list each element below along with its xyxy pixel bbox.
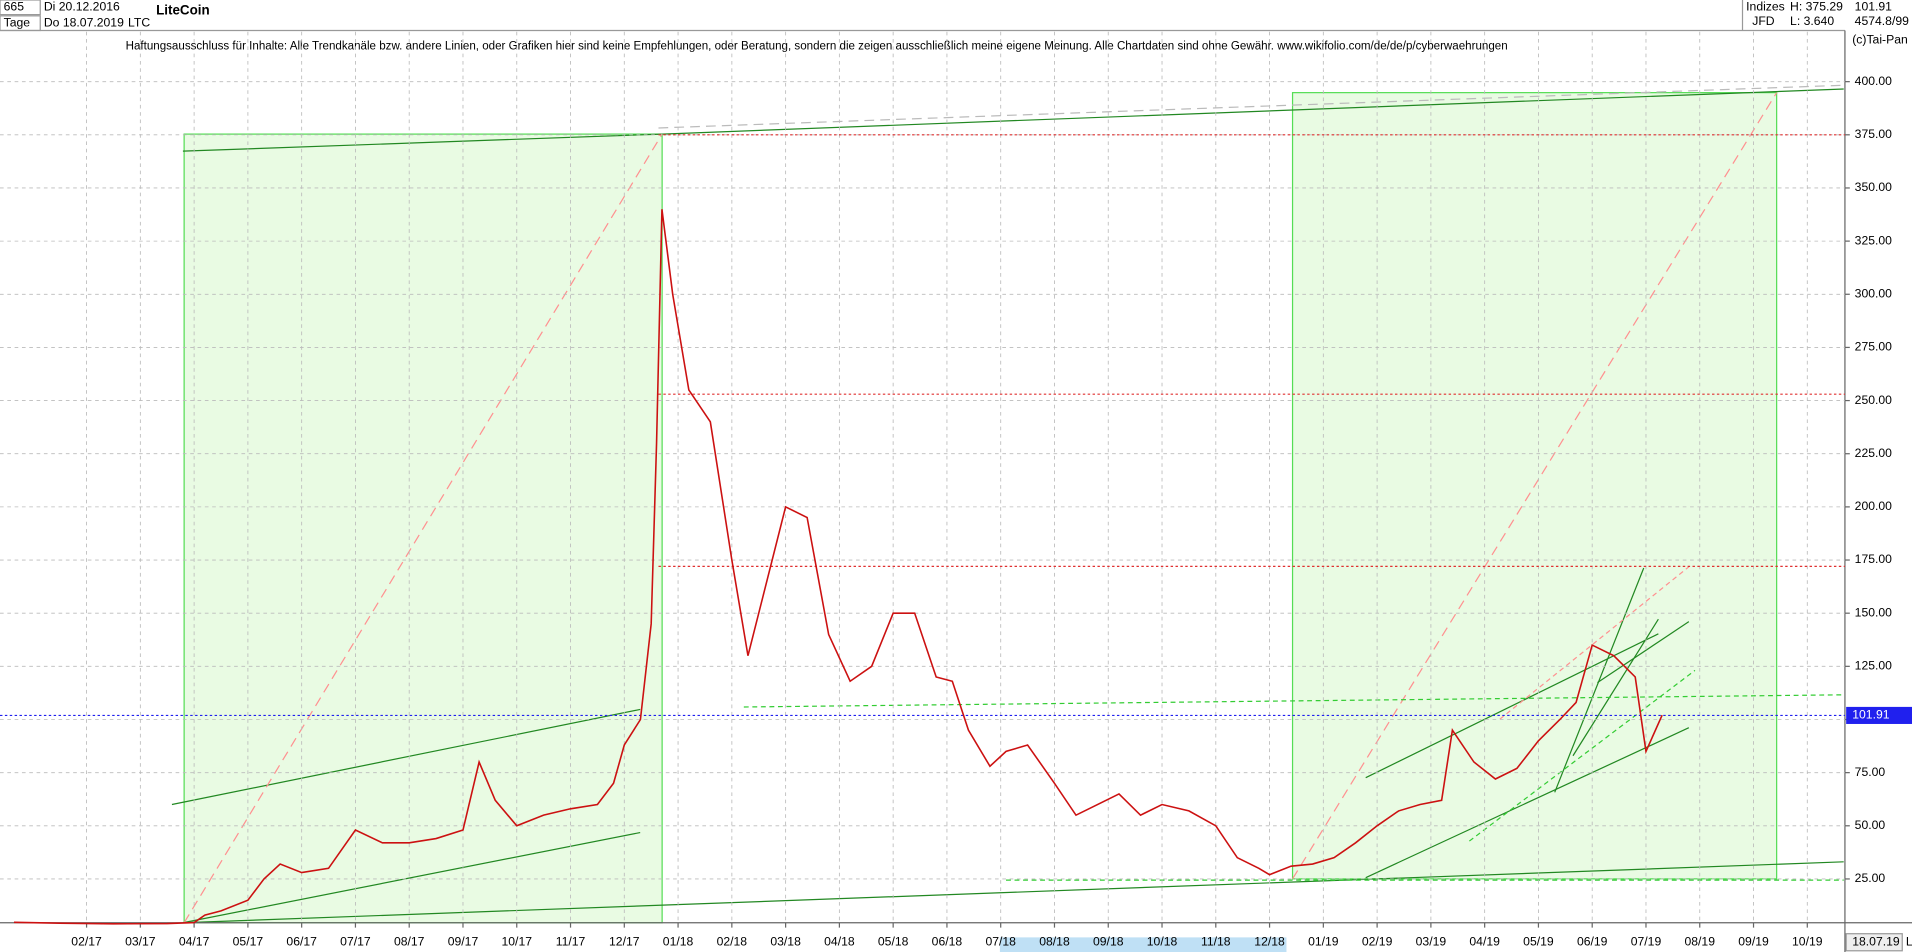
drawings: [171, 84, 1844, 924]
trend-line: [183, 133, 663, 924]
x-tick-label: 07/19: [1631, 934, 1662, 948]
x-tick-label: 04/18: [824, 934, 855, 948]
low: L: 3.640: [1790, 14, 1834, 28]
y-tick-label: 125.00: [1855, 659, 1893, 673]
x-tick-label: 02/19: [1362, 934, 1393, 948]
price-line: [13, 209, 1663, 925]
y-tick-label: 250.00: [1855, 393, 1893, 407]
trend-line: [743, 694, 1844, 708]
x-tick-label: 08/18: [1039, 934, 1070, 948]
high: H: 375.29: [1790, 0, 1843, 14]
x-tick-label: 01/18: [663, 934, 694, 948]
x-tick-label: 10/17: [502, 934, 533, 948]
select-box[interactable]: [0, 0, 41, 16]
trend-line: [662, 88, 1844, 135]
trend-line: [182, 861, 1844, 924]
y-tick-label: 275.00: [1855, 340, 1893, 354]
symbol: LTC: [128, 15, 150, 29]
trend-line: [1468, 669, 1696, 842]
y-tick-label: 150.00: [1855, 605, 1893, 619]
x-tick-label: 12/17: [609, 934, 640, 948]
y-tick-label: 75.00: [1855, 765, 1886, 779]
x-tick-label: 04/17: [179, 934, 210, 948]
x-tick-label: 02/17: [71, 934, 102, 948]
x-tick-label: 05/19: [1523, 934, 1554, 948]
category: Indizes: [1746, 0, 1785, 14]
footer-date: 18.07.19: [1852, 934, 1900, 948]
trend-line: [182, 831, 641, 924]
date-box: [1845, 933, 1903, 952]
trend-line: [1499, 566, 1690, 720]
x-tick-label: 08/17: [394, 934, 425, 948]
y-tick-label: 225.00: [1855, 446, 1893, 460]
y-tick-label: 50.00: [1855, 818, 1886, 832]
x-tick-label: 06/19: [1577, 934, 1608, 948]
x-tick-label: 01/19: [1308, 934, 1339, 948]
x-tick-label: 12/18: [1254, 934, 1285, 948]
y-tick-label: 200.00: [1855, 499, 1893, 513]
x-tick-label: 03/18: [770, 934, 801, 948]
x-tick-label: 10/18: [1147, 934, 1178, 948]
trend-line: [1572, 618, 1659, 757]
last-price: 101.91: [1855, 0, 1893, 14]
volume: 4574.8/99: [1855, 14, 1909, 28]
trend-line: [171, 708, 641, 806]
x-tick-label: 03/19: [1416, 934, 1447, 948]
trend-line: [1554, 567, 1645, 793]
disclaimer: Haftungsausschluss für Inhalte: Alle Tre…: [126, 40, 1508, 52]
end-date: Do 18.07.2019: [44, 15, 124, 29]
x-tick-label: 05/17: [233, 934, 264, 948]
x-tick-label: 10/19: [1792, 934, 1823, 948]
x-tick-label: 06/18: [932, 934, 963, 948]
footer-scale[interactable]: L: [1906, 934, 1912, 948]
x-tick-label: 09/17: [448, 934, 479, 948]
y-tick-label: 25.00: [1855, 871, 1886, 885]
trend-line: [1597, 621, 1690, 684]
highlight-range: [999, 937, 1287, 952]
bars-count[interactable]: 665: [4, 0, 25, 14]
y-tick-label: 175.00: [1855, 552, 1893, 566]
x-tick-label: 06/17: [286, 934, 317, 948]
x-tick-label: 07/17: [340, 934, 371, 948]
x-tick-label: 03/17: [125, 934, 156, 948]
trend-line: [1365, 633, 1659, 779]
y-tick-label: 300.00: [1855, 286, 1893, 300]
y-tick-label: 325.00: [1855, 233, 1893, 247]
header: 665 Di 20.12.2016 Tage Do 18.07.2019 LTC…: [0, 0, 1909, 52]
price-tag-label: 101.91: [1852, 708, 1890, 722]
x-tick-label: 11/17: [556, 934, 586, 948]
x-tick-label: 11/18: [1201, 934, 1231, 948]
copyright: (c)Tai-Pan: [1852, 32, 1908, 46]
x-tick-label: 05/18: [878, 934, 909, 948]
x-tick-label: 09/19: [1738, 934, 1769, 948]
y-tick-label: 350.00: [1855, 180, 1893, 194]
trend-line: [658, 84, 1842, 129]
period[interactable]: Tage: [4, 15, 31, 29]
x-tick-label: 04/19: [1469, 934, 1500, 948]
y-tick-label: 400.00: [1855, 74, 1893, 88]
trend-line: [182, 133, 663, 152]
x-tick-label: 07/18: [985, 934, 1016, 948]
x-tick-label: 02/18: [717, 934, 748, 948]
trend-line: [1365, 727, 1690, 879]
start-date: Di 20.12.2016: [44, 0, 120, 14]
x-tick-label: 08/19: [1684, 934, 1715, 948]
x-tick-label: 09/18: [1093, 934, 1124, 948]
source: JFD: [1752, 14, 1775, 28]
price-tag: [1846, 706, 1912, 724]
chart-title: LiteCoin: [156, 3, 210, 18]
y-tick-label: 375.00: [1855, 127, 1893, 141]
trend-line: [1292, 92, 1778, 880]
